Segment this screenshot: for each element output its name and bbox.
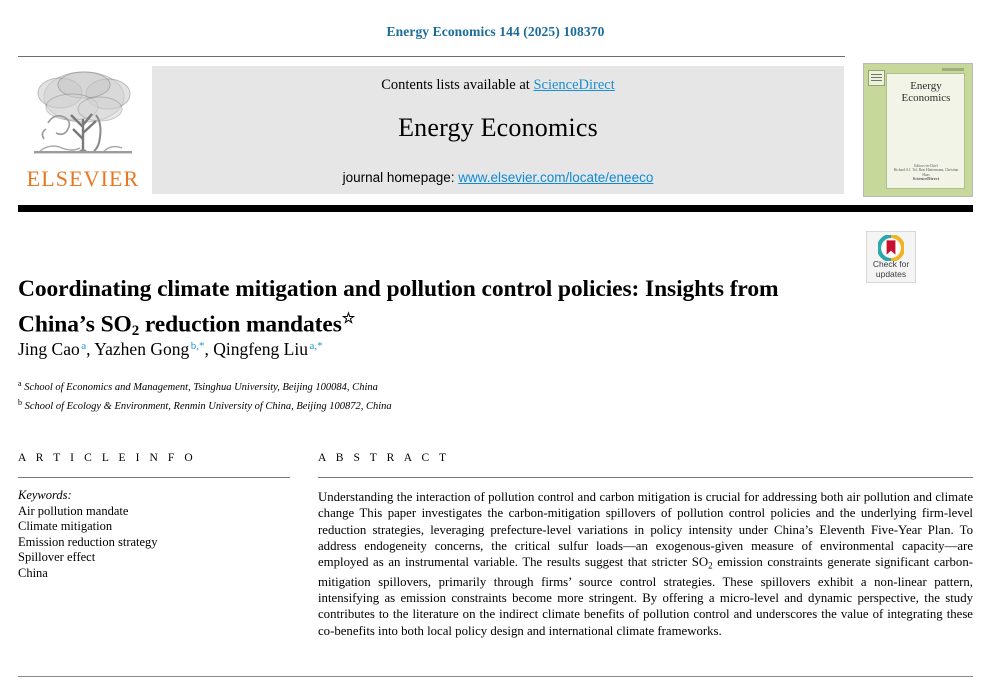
author-name: Yazhen Gong: [94, 339, 190, 359]
crossmark-label-line1: Check for: [872, 259, 910, 269]
affiliation-text: School of Economics and Management, Tsin…: [24, 382, 378, 393]
abstract-text: Understanding the interaction of polluti…: [318, 489, 973, 639]
affiliation-item: a School of Economics and Management, Ts…: [18, 377, 818, 396]
cover-footer-line1: Editors-in-Chief: [914, 163, 938, 168]
cover-footer-line2: Richard S.J. Tol, Beat Hintermann, Chris…: [893, 168, 959, 177]
cover-elsevier-icon: [868, 70, 885, 86]
affiliation-text: School of Ecology & Environment, Renmin …: [24, 400, 392, 412]
elsevier-wordmark: ELSEVIER: [26, 166, 140, 191]
keyword-item: Spillover effect: [18, 550, 96, 565]
title-footnote-star-icon: ☆: [341, 310, 356, 327]
article-info-section: A R T I C L E I N F O Keywords: Air poll…: [18, 452, 290, 582]
author-separator: ,: [204, 339, 214, 359]
keywords-label: Keywords:: [18, 488, 72, 502]
article-title: Coordinating climate mitigation and poll…: [18, 274, 818, 346]
cover-title-line1: Energy: [910, 80, 942, 92]
keyword-item: Climate mitigation: [18, 519, 113, 534]
journal-name: Energy Economics: [398, 113, 598, 142]
article-info-heading: A R T I C L E I N F O: [18, 452, 197, 464]
header-thick-rule: [18, 205, 973, 212]
cover-footer: Editors-in-Chief Richard S.J. Tol, Beat …: [890, 164, 962, 182]
author-item[interactable]: Yazhen Gong b,*: [94, 339, 204, 359]
cover-inner-panel: [886, 73, 965, 189]
affiliation-item: b School of Ecology & Environment, Renmi…: [18, 396, 818, 415]
crossmark-label-line2: updates: [875, 268, 907, 279]
header-top-rule: [18, 56, 845, 57]
journal-banner: Contents lists available at ScienceDirec…: [152, 66, 844, 194]
cover-journal-title: Energy Economics: [888, 80, 964, 104]
abstract-text-part1: Understanding the interaction of polluti…: [318, 490, 973, 570]
contents-lists-prefix: Contents lists available at: [381, 77, 534, 93]
keyword-item: Air pollution mandate: [18, 503, 129, 518]
elsevier-tree-icon: [34, 71, 132, 154]
article-title-subscript: 2: [131, 322, 140, 339]
journal-homepage-prefix: journal homepage:: [342, 170, 459, 185]
keyword-list: Air pollution mandate Climate mitigation…: [18, 504, 290, 582]
cover-title-line2: Economics: [901, 92, 951, 104]
keyword-item: China: [18, 565, 48, 580]
author-item[interactable]: Jing Cao a: [18, 339, 86, 359]
journal-masthead: ELSEVIER Contents lists available at Sci…: [18, 63, 973, 197]
abstract-section: A B S T R A C T Understanding the intera…: [318, 452, 973, 639]
cover-issn-line: [942, 68, 964, 71]
abstract-subscript: 2: [708, 560, 713, 571]
author-affiliation-marker: a: [81, 339, 87, 352]
affiliation-marker: b: [18, 397, 22, 407]
article-title-tail: reduction mandates: [139, 310, 342, 337]
affiliation-list: a School of Economics and Management, Ts…: [18, 377, 818, 414]
article-info-rule: [18, 477, 290, 478]
affiliation-marker: a: [18, 379, 22, 388]
journal-cover-thumbnail[interactable]: Energy Economics Editors-in-Chief Richar…: [863, 63, 973, 197]
keyword-item: Emission reduction strategy: [18, 534, 158, 549]
author-list: Jing Cao a, Yazhen Gong b,*, Qingfeng Liu a…: [18, 339, 818, 360]
crossmark-label: Check for updates: [867, 259, 915, 279]
elsevier-logo: ELSEVIER: [18, 63, 148, 197]
article-title-main: Coordinating climate mitigation and poll…: [18, 275, 779, 337]
journal-homepage-line: journal homepage: www.elsevier.com/locat…: [152, 170, 844, 185]
cover-footer-line3: ScienceDirect: [912, 176, 940, 182]
abstract-rule: [318, 477, 973, 478]
abstract-heading: A B S T R A C T: [318, 452, 450, 464]
journal-homepage-link[interactable]: www.elsevier.com/locate/eneeco: [458, 170, 654, 185]
running-head-citation: Energy Economics 144 (2025) 108370: [386, 24, 605, 39]
author-affiliation-marker: a,*: [309, 339, 323, 352]
contents-lists-line: Contents lists available at ScienceDirec…: [152, 77, 844, 94]
author-item[interactable]: Qingfeng Liu a,*: [213, 339, 322, 359]
author-name: Qingfeng Liu: [213, 339, 308, 359]
footer-rule: [18, 676, 973, 677]
author-separator: ,: [86, 339, 95, 359]
abstract-text-part2: emission constraints generate significan…: [318, 555, 973, 638]
crossmark-icon: [878, 235, 904, 261]
crossmark-badge[interactable]: Check for updates: [866, 231, 916, 283]
sciencedirect-link[interactable]: ScienceDirect: [533, 77, 615, 93]
author-name: Jing Cao: [18, 339, 80, 359]
author-affiliation-marker: b,*: [190, 339, 205, 352]
